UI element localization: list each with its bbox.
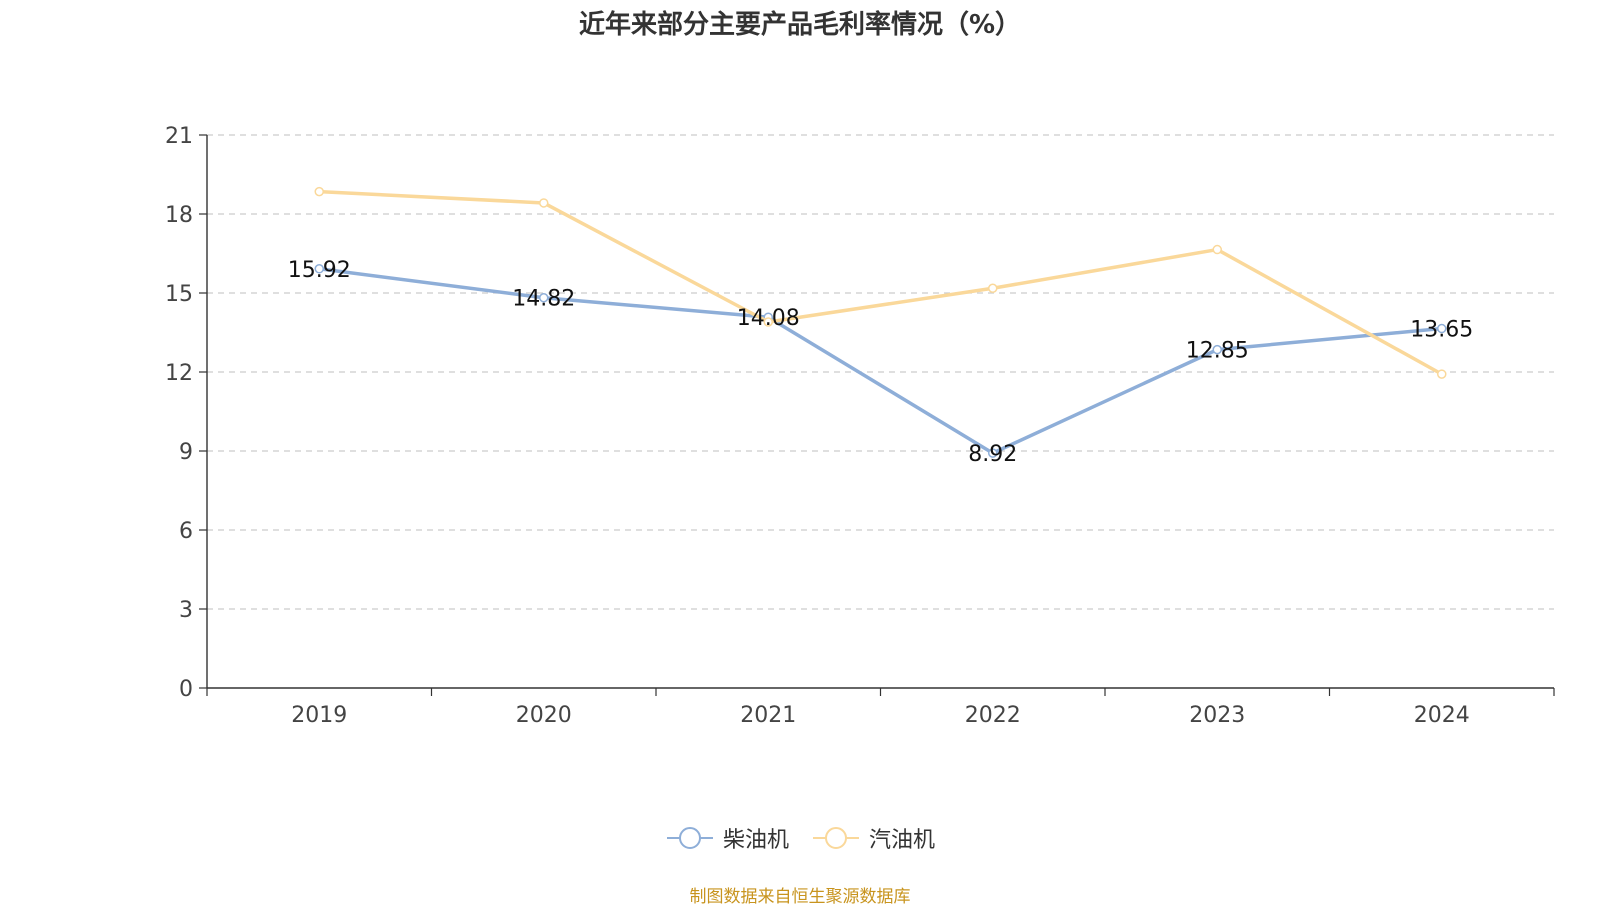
data-label: 8.92	[968, 442, 1017, 467]
y-tick-label: 21	[165, 124, 193, 149]
x-tick-label: 2020	[516, 703, 572, 728]
data-label: 13.65	[1410, 318, 1473, 343]
gridlines	[207, 134, 1554, 610]
axes: 0 3 6 9 12 15 18 21 2019 2020 2021 2022 2023 2024	[165, 124, 1555, 728]
x-tick-label: 2024	[1414, 703, 1470, 728]
data-label: 15.92	[288, 258, 351, 283]
legend-marker-icon	[666, 827, 713, 849]
data-label: 14.82	[512, 287, 575, 312]
x-tick-label: 2021	[740, 703, 796, 728]
data-point	[314, 264, 324, 274]
data-point	[1437, 369, 1447, 379]
x-tick-label: 2023	[1189, 703, 1245, 728]
legend-label: 柴油机	[722, 828, 789, 853]
legend-item[interactable]: 柴油机	[665, 822, 789, 854]
y-tick-label: 15	[165, 282, 193, 307]
data-label: 14.08	[737, 306, 800, 331]
data-point	[539, 198, 549, 208]
y-tick-label: 18	[165, 203, 193, 228]
legend: 柴油机 汽油机	[0, 822, 1600, 854]
data-point	[988, 448, 998, 458]
series-lines	[314, 186, 1447, 458]
chart-title: 近年来部分主要产品毛利率情况（%）	[578, 10, 1022, 40]
data-point	[1212, 244, 1222, 255]
y-tick-label: 3	[179, 598, 193, 623]
data-point	[988, 283, 998, 294]
data-point	[539, 292, 549, 303]
series-line	[319, 189, 1443, 376]
y-tick-label: 0	[179, 677, 193, 702]
data-point	[1212, 344, 1222, 355]
legend-label: 汽油机	[869, 828, 936, 853]
data-label: 12.85	[1186, 339, 1249, 364]
x-tick-label: 2022	[965, 703, 1021, 728]
y-tick-label: 6	[179, 519, 193, 544]
legend-circle	[678, 827, 701, 849]
legend-circle	[825, 827, 847, 849]
data-point	[763, 317, 773, 327]
data-labels: 15.92 14.82 14.08 8.92 12.85 13.65	[288, 258, 1473, 467]
source-note: 制图数据来自恒生聚源数据库	[689, 887, 911, 907]
series-line	[319, 267, 1442, 455]
legend-marker-icon	[813, 827, 859, 849]
data-point	[314, 186, 324, 197]
y-tick-label: 12	[165, 361, 193, 386]
y-tick-label: 9	[179, 440, 193, 465]
data-point	[1437, 323, 1447, 334]
legend-item[interactable]: 汽油机	[811, 822, 935, 854]
x-tick-label: 2019	[291, 703, 347, 728]
